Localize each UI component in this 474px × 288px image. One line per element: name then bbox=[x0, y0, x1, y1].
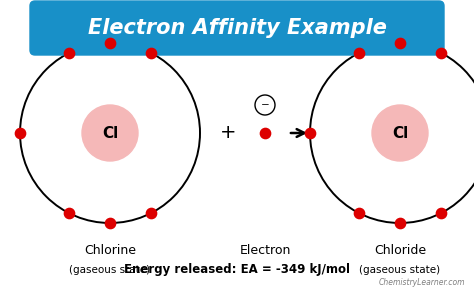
Point bbox=[437, 211, 445, 215]
Text: Chlorine: Chlorine bbox=[84, 243, 136, 257]
Point bbox=[65, 211, 73, 215]
Point bbox=[356, 50, 363, 55]
Point bbox=[396, 221, 404, 225]
Point bbox=[106, 41, 114, 45]
Text: Electron: Electron bbox=[239, 243, 291, 257]
Point bbox=[356, 211, 363, 215]
Circle shape bbox=[82, 105, 138, 161]
Point bbox=[306, 131, 314, 135]
Text: Cl: Cl bbox=[102, 126, 118, 141]
Point bbox=[16, 131, 24, 135]
Text: Cl: Cl bbox=[392, 126, 408, 141]
Point bbox=[396, 41, 404, 45]
Text: (gaseous state): (gaseous state) bbox=[69, 265, 151, 275]
Point bbox=[261, 131, 269, 135]
Text: Chloride: Chloride bbox=[374, 243, 426, 257]
Text: Energy released: EA = -349 kJ/mol: Energy released: EA = -349 kJ/mol bbox=[124, 263, 350, 276]
Point bbox=[147, 50, 155, 55]
Text: (gaseous state): (gaseous state) bbox=[359, 265, 440, 275]
Text: +: + bbox=[220, 124, 236, 143]
Text: Electron Affinity Example: Electron Affinity Example bbox=[88, 18, 386, 38]
Point bbox=[437, 50, 445, 55]
Point bbox=[106, 221, 114, 225]
Circle shape bbox=[372, 105, 428, 161]
Point bbox=[65, 50, 73, 55]
Text: −: − bbox=[261, 100, 269, 110]
FancyBboxPatch shape bbox=[30, 1, 444, 55]
Point bbox=[147, 211, 155, 215]
Text: ChemistryLearner.com: ChemistryLearner.com bbox=[379, 278, 465, 287]
